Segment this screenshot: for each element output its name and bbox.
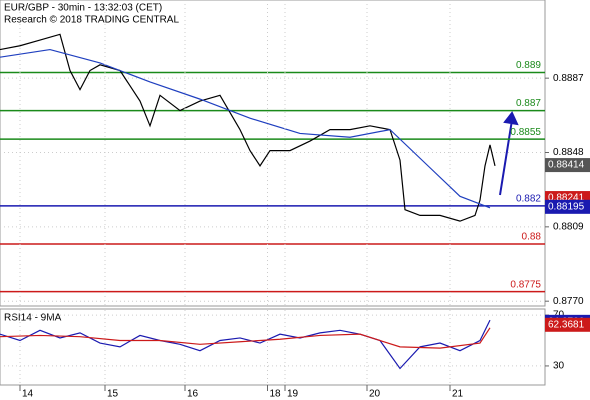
series-line xyxy=(0,319,491,370)
price-tag xyxy=(545,317,590,332)
price-tag-label: 0.88241 xyxy=(548,193,585,204)
rsi-title: RSI14 - 9MA xyxy=(4,313,62,324)
level-label: 0.8775 xyxy=(510,279,541,290)
x-tick-label: 19 xyxy=(287,389,299,400)
level-label: 0.88 xyxy=(522,232,542,243)
x-tick-label: 20 xyxy=(369,389,381,400)
y-tick-label: 0.8809 xyxy=(553,221,584,232)
level-label: 0.882 xyxy=(516,194,541,205)
forecast-arrow xyxy=(499,111,519,196)
series-line xyxy=(0,48,491,209)
price-tag-label: 62.3681 xyxy=(548,319,585,330)
y-tick-label: 0.8848 xyxy=(553,147,584,158)
y-tick-label: 0.8770 xyxy=(553,296,584,307)
y-tick-label: 30 xyxy=(553,361,565,372)
rsi-panel xyxy=(0,308,546,386)
chart-subtitle: Research © 2018 TRADING CENTRAL xyxy=(4,15,179,26)
chart-title: EUR/GBP - 30min - 13:32:03 (CET) xyxy=(4,3,162,14)
level-label: 0.889 xyxy=(516,60,541,71)
x-tick-label: 18 xyxy=(270,389,282,400)
x-tick-label: 14 xyxy=(22,389,34,400)
price-tag xyxy=(545,158,590,173)
level-label: 0.8855 xyxy=(510,127,541,138)
level-label: 0.887 xyxy=(516,98,541,109)
x-tick-label: 15 xyxy=(107,389,119,400)
price-tag-label: 0.88414 xyxy=(548,160,585,171)
price-tag xyxy=(545,199,590,214)
series-line xyxy=(0,327,491,349)
series-line xyxy=(0,33,496,222)
x-tick-label: 21 xyxy=(452,389,464,400)
y-tick-label: 0.8887 xyxy=(553,73,584,84)
price-tag-label: 0.88195 xyxy=(548,201,585,212)
x-tick-label: 16 xyxy=(187,389,199,400)
